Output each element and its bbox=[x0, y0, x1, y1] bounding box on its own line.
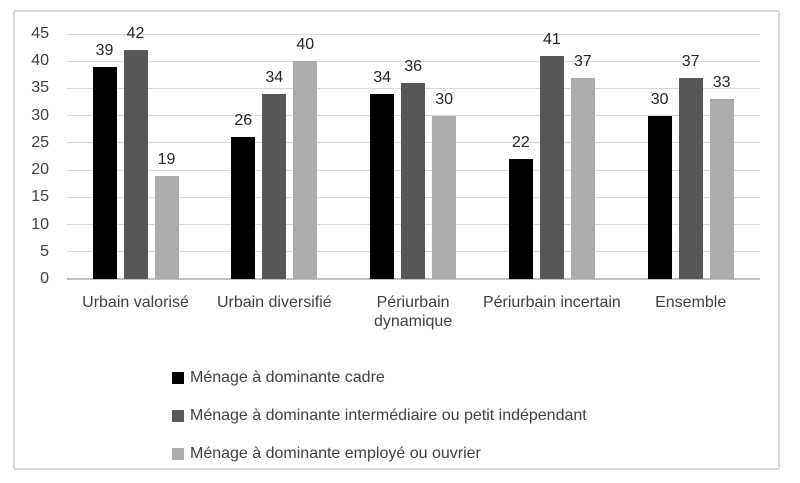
y-tick-label-15: 15 bbox=[31, 188, 49, 206]
bar-value-label-s0-c4: 30 bbox=[650, 90, 669, 108]
bar-value-label-s2-c3: 37 bbox=[573, 52, 592, 70]
legend-swatch-icon bbox=[172, 372, 184, 384]
legend-item-1: Ménage à dominante intermédiaire ou peti… bbox=[172, 406, 587, 426]
bar-value-label-s1-c2: 36 bbox=[404, 58, 422, 75]
legend-swatch-icon bbox=[172, 410, 184, 422]
bar-value-label-s1-c0: 42 bbox=[126, 25, 145, 43]
y-tick-label-20: 20 bbox=[31, 161, 49, 179]
bar-s0-c1 bbox=[231, 137, 256, 279]
chart-frame: 0 5 10 15 20 25 30 35 40 45 39 42 19 26 34 40 34 36 30 22 4… bbox=[13, 10, 780, 470]
bar-s1-c2 bbox=[401, 83, 426, 279]
bar-value-label-s1-c1: 34 bbox=[265, 68, 284, 86]
bar-value-label-s0-c1: 26 bbox=[234, 112, 253, 130]
x-category-label-4: Ensemble bbox=[655, 294, 727, 311]
bar-s2-c0 bbox=[154, 175, 179, 279]
bar-s0-c0 bbox=[92, 66, 117, 279]
bar-s2-c4 bbox=[709, 99, 734, 279]
bar-s1-c4 bbox=[678, 77, 703, 279]
y-tick-label-45: 45 bbox=[31, 25, 49, 42]
x-category-label-2: Périurbain dynamique bbox=[373, 294, 453, 330]
bar-value-label-s0-c0: 39 bbox=[95, 41, 114, 59]
chart-legend: Ménage à dominante cadre Ménage à dominan… bbox=[172, 368, 587, 482]
bar-s2-c1 bbox=[293, 61, 318, 279]
bar-value-label-s1-c3: 41 bbox=[542, 30, 561, 48]
y-tick-label-25: 25 bbox=[31, 133, 49, 151]
bar-s0-c2 bbox=[370, 93, 395, 279]
bar-value-label-s2-c1: 40 bbox=[296, 36, 315, 54]
x-category-label-3: Périurbain incertain bbox=[482, 294, 621, 311]
y-tick-label-30: 30 bbox=[31, 106, 49, 124]
x-category-label-1: Urbain diversifié bbox=[216, 294, 332, 311]
bar-s2-c3 bbox=[570, 77, 595, 279]
y-tick-label-40: 40 bbox=[31, 52, 49, 70]
bar-s1-c0 bbox=[123, 50, 148, 279]
bar-s0-c4 bbox=[647, 115, 672, 279]
y-tick-label-0: 0 bbox=[40, 270, 49, 287]
bar-value-label-s2-c2: 30 bbox=[435, 90, 453, 108]
bar-value-label-s1-c4: 37 bbox=[681, 52, 700, 70]
y-tick-label-5: 5 bbox=[40, 242, 49, 260]
bar-value-label-s2-c0: 19 bbox=[157, 150, 176, 168]
bar-s2-c2 bbox=[432, 115, 457, 279]
bar-value-label-s2-c4: 33 bbox=[712, 74, 731, 92]
bar-value-label-s0-c2: 34 bbox=[373, 68, 391, 86]
plot-area: 0 5 10 15 20 25 30 35 40 45 39 42 19 26 34 40 34 36 30 22 4… bbox=[15, 12, 778, 468]
x-category-label-0: Urbain valorisé bbox=[82, 294, 189, 311]
legend-label: Ménage à dominante intermédiaire ou peti… bbox=[190, 407, 587, 424]
gridline-45 bbox=[67, 33, 760, 35]
bar-value-label-s0-c3: 22 bbox=[511, 134, 530, 152]
legend-item-2: Ménage à dominante employé ou ouvrier bbox=[172, 444, 587, 464]
legend-swatch-icon bbox=[172, 448, 184, 460]
y-tick-label-35: 35 bbox=[31, 79, 49, 97]
x-axis-line bbox=[67, 278, 760, 280]
bar-s1-c1 bbox=[262, 93, 287, 279]
legend-item-0: Ménage à dominante cadre bbox=[172, 368, 587, 388]
y-tick-label-10: 10 bbox=[31, 215, 49, 233]
legend-label: Ménage à dominante employé ou ouvrier bbox=[190, 445, 481, 462]
legend-label: Ménage à dominante cadre bbox=[190, 369, 385, 386]
bar-s1-c3 bbox=[539, 55, 564, 279]
gridline-40 bbox=[67, 60, 760, 62]
bar-s0-c3 bbox=[508, 159, 533, 279]
